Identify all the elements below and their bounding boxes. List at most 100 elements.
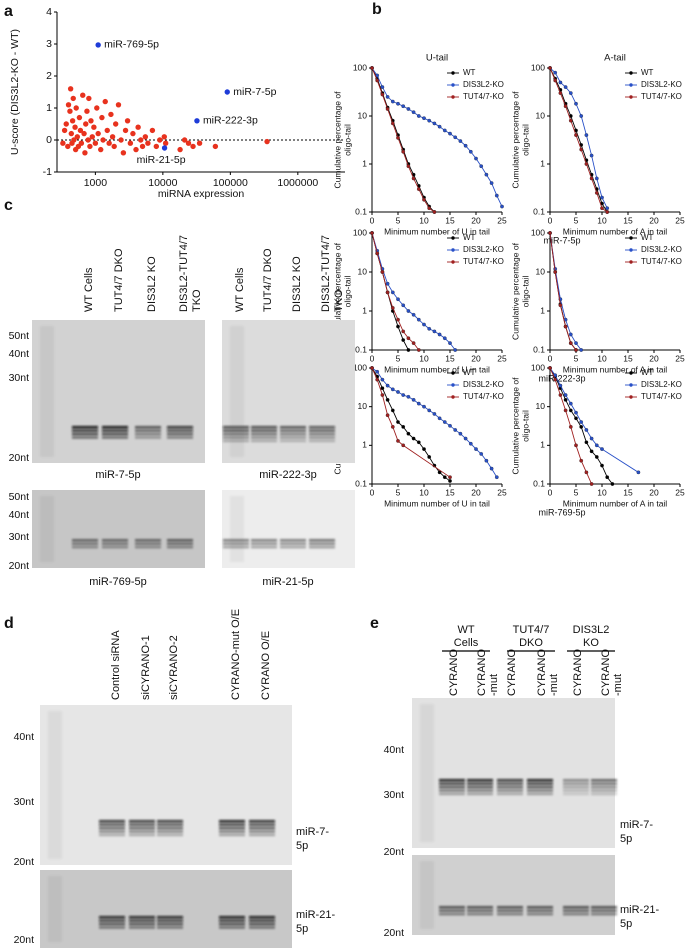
line-marker — [568, 425, 573, 429]
gel-band — [467, 906, 493, 909]
y-axis-label: Cumulative percentage of — [510, 377, 520, 475]
line-marker — [453, 135, 458, 140]
line-marker — [416, 317, 421, 322]
gel-band — [223, 432, 249, 436]
line-marker — [396, 297, 400, 302]
line-marker — [474, 156, 478, 161]
gel-band — [102, 426, 128, 429]
line-marker — [396, 136, 400, 140]
x-tick-label: 0 — [548, 215, 553, 225]
gel-band — [591, 785, 617, 789]
panel-letter: d — [4, 615, 14, 632]
legend-label: DIS3L2-KO — [641, 245, 682, 254]
gel-ladder — [48, 711, 62, 859]
gel-caption: miR-769-5p — [89, 576, 146, 588]
scatter-point — [102, 98, 108, 105]
size-marker: 50nt — [9, 491, 30, 503]
line-marker — [568, 91, 573, 95]
line-marker — [416, 348, 421, 352]
line-marker — [553, 377, 558, 382]
lane-label: CYRANO-mut O/E — [230, 609, 242, 700]
legend-label: TUT4/7-KO — [463, 92, 504, 101]
line-marker — [385, 95, 390, 99]
line-marker — [568, 408, 573, 413]
line-marker — [380, 270, 385, 274]
legend-label: TUT4/7-KO — [463, 257, 504, 266]
gel-band — [563, 789, 589, 792]
legend-swatch-marker — [629, 83, 633, 87]
gel-band — [135, 545, 161, 549]
size-marker: 20nt — [9, 560, 30, 572]
line-marker — [600, 463, 604, 468]
gel-band — [223, 439, 249, 443]
gel-band — [439, 912, 465, 916]
scatter-point — [118, 137, 124, 143]
gel-band — [439, 909, 465, 912]
lane-label: -mut — [488, 674, 500, 696]
scatter-point — [65, 143, 71, 150]
line-marker — [427, 326, 432, 331]
gel-band — [591, 782, 617, 785]
gel-band — [72, 542, 98, 545]
x-axis-label: Minimum number of U in tail — [384, 498, 490, 508]
line-marker — [411, 341, 416, 345]
legend-swatch-marker — [451, 71, 455, 75]
gel-band — [99, 823, 125, 826]
x-tick-label: 5 — [574, 487, 579, 497]
scatter-point — [161, 145, 168, 151]
target-label: miR-7- — [620, 819, 653, 831]
scatter-point — [106, 140, 112, 146]
line-marker — [396, 390, 400, 394]
gel-band — [129, 926, 155, 929]
gel-band — [219, 826, 245, 830]
gel-band — [249, 926, 275, 929]
legend-swatch-marker — [451, 371, 455, 375]
scatter-point — [145, 140, 151, 146]
line-marker — [484, 458, 489, 463]
lane-label: DIS3L2-TUT4/7 — [320, 235, 332, 312]
size-marker: 20nt — [9, 452, 30, 464]
line-marker — [584, 133, 589, 137]
gel-band — [249, 916, 275, 919]
scatter-point — [92, 140, 99, 146]
x-tick-label: 20 — [649, 487, 659, 497]
scatter-point — [162, 140, 169, 146]
scatter-point — [85, 137, 91, 143]
line-marker — [432, 412, 437, 416]
gel-band — [157, 922, 183, 926]
line-marker — [375, 377, 380, 382]
x-tick-label: 5 — [574, 215, 579, 225]
group-label: TUT4/7 — [513, 624, 550, 636]
legend-swatch-marker — [451, 95, 455, 99]
y-tick-label: 0.1 — [533, 206, 545, 216]
gel-band — [309, 426, 335, 429]
gel-band — [591, 906, 617, 909]
gel-band — [102, 542, 128, 545]
gel-caption: miR-7-5p — [95, 469, 140, 481]
legend-swatch-marker — [629, 95, 633, 99]
scatter-point — [88, 118, 94, 124]
line-marker — [390, 290, 395, 295]
line-marker — [411, 110, 416, 115]
x-tick-label: 25 — [675, 215, 685, 225]
y-tick-label: 1 — [46, 102, 52, 114]
size-marker: 30nt — [384, 789, 405, 801]
gel-ladder — [48, 876, 62, 942]
y-tick-label: 1 — [540, 158, 545, 168]
line-marker — [437, 124, 442, 129]
x-tick-label: 10 — [597, 487, 607, 497]
x-tick-label: 20 — [471, 487, 481, 497]
x-tick-label: 10 — [597, 215, 607, 225]
line-marker — [594, 455, 599, 459]
line-marker — [448, 131, 452, 136]
gel-band — [467, 912, 493, 916]
x-tick-label: 0 — [548, 487, 553, 497]
x-tick-label: 5 — [396, 215, 401, 225]
gel-band — [563, 782, 589, 785]
line-marker — [396, 439, 400, 443]
gel-band — [135, 432, 161, 436]
size-marker: 20nt — [384, 927, 405, 939]
y-tick-label: 100 — [353, 227, 367, 237]
legend-label: TUT4/7-KO — [641, 92, 682, 101]
